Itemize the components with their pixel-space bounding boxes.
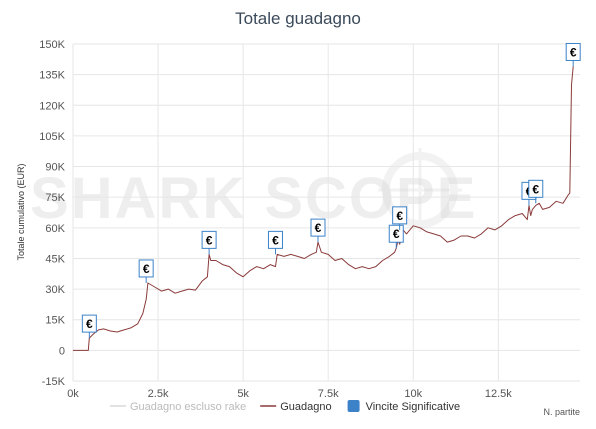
x-tick-label: 5k xyxy=(237,388,249,400)
y-tick-label: 150K xyxy=(39,39,65,51)
y-tick-label: 75K xyxy=(45,192,65,204)
marker-label: € xyxy=(86,317,93,331)
marker-label: € xyxy=(532,182,539,196)
significant-win-marker[interactable]: € xyxy=(310,218,326,243)
legend-square-swatch xyxy=(347,400,360,412)
x-tick-label: 7.5k xyxy=(318,388,339,400)
legend-label: Vincite Significative xyxy=(366,401,461,413)
marker-label: € xyxy=(570,45,577,59)
legend-item[interactable]: Guadagno escluso rake xyxy=(110,401,246,413)
markers-layer: €€€€€€€€€€ xyxy=(81,42,581,339)
legend-item[interactable]: Guadagno xyxy=(260,401,332,413)
significant-win-marker[interactable]: € xyxy=(267,230,283,255)
marker-label: € xyxy=(396,209,403,223)
legend-item[interactable]: Vincite Significative xyxy=(347,400,461,413)
y-tick-label: -15K xyxy=(42,376,66,388)
significant-win-marker[interactable]: € xyxy=(201,230,217,255)
significant-win-marker[interactable]: € xyxy=(392,206,408,230)
x-tick-label: 0k xyxy=(67,388,79,400)
marker-label: € xyxy=(206,233,213,247)
y-tick-label: 45K xyxy=(45,253,65,265)
y-tick-labels: -15K 0 15K 30K 45K 60K 75K 90K 105K 120K 135K 150K xyxy=(39,39,65,388)
x-tick-label: 12.5k xyxy=(485,388,512,400)
significant-win-marker[interactable]: € xyxy=(528,179,544,204)
marker-label: € xyxy=(315,221,322,235)
x-axis-label: N. partite xyxy=(543,407,580,417)
y-tick-label: 135K xyxy=(39,70,65,82)
marker-label: € xyxy=(143,262,150,276)
watermark-scope-icon xyxy=(378,148,462,232)
gridlines xyxy=(72,43,580,382)
legend: Guadagno escluso rake Guadagno Vincite Sig… xyxy=(110,400,460,413)
x-tick-label: 10k xyxy=(404,388,422,400)
y-tick-label: 105K xyxy=(39,131,65,143)
y-axis-label: Totale cumulativo (EUR) xyxy=(16,163,26,260)
chart-title: Totale guadagno xyxy=(235,9,361,28)
marker-label: € xyxy=(393,227,400,241)
significant-win-marker[interactable]: € xyxy=(565,42,581,67)
x-tick-label: 2.5k xyxy=(148,388,169,400)
y-tick-label: 30K xyxy=(45,284,65,296)
significant-win-marker[interactable]: € xyxy=(81,314,97,339)
significant-win-marker[interactable]: € xyxy=(388,224,404,249)
marker-label: € xyxy=(272,233,279,247)
y-tick-label: 0 xyxy=(59,345,65,357)
significant-win-marker[interactable]: € xyxy=(138,259,154,283)
legend-label: Guadagno xyxy=(280,401,331,413)
series-line-guadagno xyxy=(73,66,574,351)
x-tick-labels: 0k 2.5k 5k 7.5k 10k 12.5k xyxy=(67,388,512,400)
series-layer xyxy=(73,66,574,351)
y-tick-label: 60K xyxy=(45,223,65,235)
y-tick-label: 120K xyxy=(39,100,65,112)
y-tick-label: 15K xyxy=(45,315,65,327)
y-tick-label: 90K xyxy=(45,162,65,174)
legend-label: Guadagno escluso rake xyxy=(130,401,246,413)
